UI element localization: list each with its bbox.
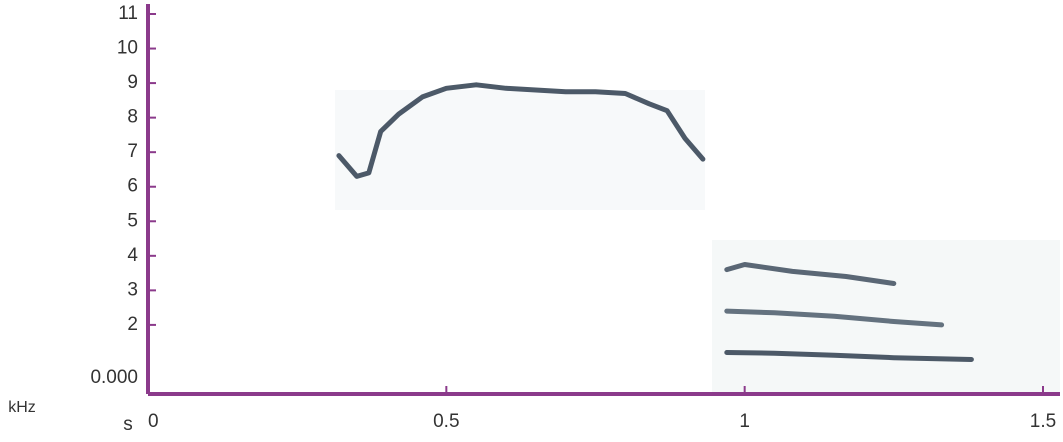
x-axis-label: s — [123, 414, 133, 435]
noise-region — [335, 90, 705, 210]
x-tick-label: 0.5 — [433, 411, 459, 432]
noise-region — [712, 240, 1060, 392]
spectral-trace — [336, 82, 706, 179]
y-tick-label: 8 — [127, 107, 138, 128]
y-axis-label: kHz — [8, 399, 36, 416]
spectral-trace — [724, 350, 974, 362]
y-tick-label: 0.000 — [90, 367, 138, 388]
y-tick-label: 4 — [127, 245, 138, 266]
y-tick-label: 3 — [127, 279, 138, 300]
y-tick-label: 2 — [127, 314, 138, 335]
x-tick-label: 1.5 — [1030, 411, 1056, 432]
y-tick-label: 10 — [117, 38, 138, 59]
y-tick-label: 11 — [118, 3, 138, 24]
y-tick-label: 5 — [127, 210, 138, 231]
y-tick-label: 6 — [127, 176, 138, 197]
y-tick-label: 7 — [127, 141, 138, 162]
x-tick-label: 0 — [148, 411, 159, 432]
spectral-trace — [724, 308, 945, 328]
y-tick-label: 9 — [127, 72, 138, 93]
x-tick-label: 1 — [739, 411, 750, 432]
spectral-trace — [724, 262, 897, 286]
